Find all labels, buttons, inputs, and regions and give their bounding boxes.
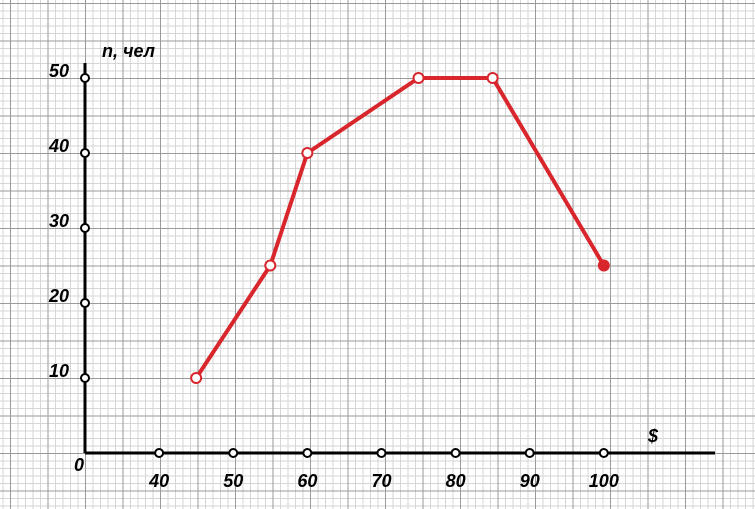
- data-point: [301, 147, 314, 159]
- y-tick: [80, 373, 90, 383]
- x-tick-label: 50: [223, 471, 243, 491]
- y-axis-label: n, чел: [102, 41, 155, 61]
- x-tick-label: 80: [446, 471, 466, 491]
- y-tick: [80, 298, 90, 308]
- y-tick: [80, 223, 90, 233]
- y-tick-label: 50: [49, 61, 69, 81]
- x-tick: [598, 448, 609, 458]
- y-tick-label: 40: [48, 136, 69, 156]
- x-tick-label: 90: [520, 471, 540, 491]
- data-point: [486, 72, 499, 84]
- data-point: [597, 259, 610, 272]
- x-axis-label: $: [647, 426, 659, 446]
- x-tick-label: 70: [371, 471, 391, 491]
- x-tick-label: 40: [148, 471, 169, 491]
- x-tick: [376, 448, 387, 458]
- data-line: [194, 76, 606, 380]
- data-point: [264, 259, 277, 272]
- y-tick-label: 10: [49, 361, 69, 381]
- x-tick-label: 60: [297, 471, 317, 491]
- origin-label: 0: [74, 455, 84, 475]
- y-tick: [80, 148, 90, 158]
- y-tick-label: 30: [49, 211, 69, 231]
- data-point: [412, 72, 425, 84]
- x-tick: [228, 448, 239, 458]
- x-tick: [524, 448, 535, 458]
- data-point: [190, 372, 203, 384]
- x-tick: [154, 448, 165, 458]
- x-tick: [450, 448, 461, 458]
- x-tick-label: 100: [589, 471, 619, 491]
- y-tick-label: 20: [48, 286, 69, 306]
- y-tick: [80, 73, 90, 83]
- x-tick: [302, 448, 313, 458]
